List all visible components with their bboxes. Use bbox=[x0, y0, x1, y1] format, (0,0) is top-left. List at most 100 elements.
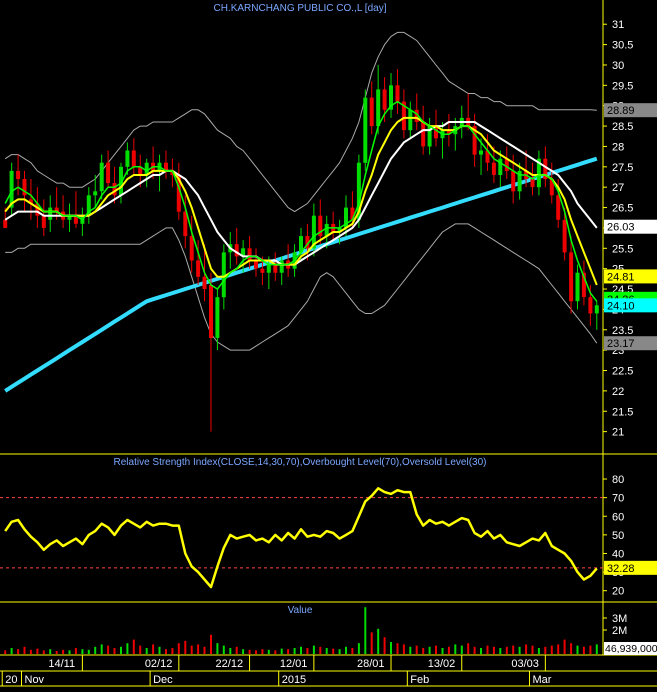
value-bar[interactable] bbox=[306, 648, 309, 654]
candle-body[interactable] bbox=[164, 162, 168, 171]
value-bar[interactable] bbox=[383, 637, 386, 654]
value-bar[interactable] bbox=[486, 645, 489, 654]
value-bar[interactable] bbox=[235, 646, 238, 654]
candle-body[interactable] bbox=[408, 109, 413, 131]
value-bar[interactable] bbox=[473, 646, 476, 654]
value-bar[interactable] bbox=[351, 648, 354, 654]
value-bar[interactable] bbox=[415, 645, 418, 654]
candle-body[interactable] bbox=[556, 195, 561, 220]
value-bar[interactable] bbox=[165, 649, 167, 654]
value-bar[interactable] bbox=[441, 648, 444, 654]
value-bar[interactable] bbox=[10, 648, 13, 654]
value-bar[interactable] bbox=[447, 646, 450, 654]
candle-body[interactable] bbox=[260, 268, 265, 273]
candle-body[interactable] bbox=[318, 215, 323, 237]
value-bar[interactable] bbox=[332, 648, 335, 654]
candle-body[interactable] bbox=[73, 215, 78, 224]
value-bar[interactable] bbox=[499, 648, 502, 654]
value-bar[interactable] bbox=[42, 650, 45, 654]
rsi-panel[interactable]: 2030405060708032.28 bbox=[0, 474, 657, 598]
value-bar[interactable] bbox=[357, 643, 360, 654]
value-bar[interactable] bbox=[62, 649, 65, 654]
value-bar[interactable] bbox=[274, 650, 277, 654]
candle-body[interactable] bbox=[536, 158, 541, 188]
value-bar[interactable] bbox=[589, 645, 592, 654]
value-bar[interactable] bbox=[402, 644, 405, 654]
value-bar[interactable] bbox=[280, 648, 283, 654]
candle-body[interactable] bbox=[504, 158, 509, 171]
value-bar[interactable] bbox=[595, 644, 598, 654]
value-bar[interactable] bbox=[222, 645, 225, 654]
value-bar[interactable] bbox=[216, 643, 219, 654]
candle-body[interactable] bbox=[517, 170, 522, 192]
candle-body[interactable] bbox=[575, 272, 580, 302]
candle-body[interactable] bbox=[3, 219, 8, 228]
value-bar[interactable] bbox=[435, 645, 437, 654]
value-bar[interactable] bbox=[570, 643, 573, 654]
value-bar[interactable] bbox=[557, 644, 560, 654]
candle-body[interactable] bbox=[41, 215, 46, 228]
value-bar[interactable] bbox=[492, 646, 495, 654]
value-bar[interactable] bbox=[242, 649, 245, 654]
value-bar[interactable] bbox=[454, 644, 457, 654]
value-bar[interactable] bbox=[29, 649, 32, 654]
candle-body[interactable] bbox=[311, 215, 316, 249]
value-bar[interactable] bbox=[74, 648, 77, 654]
candle-body[interactable] bbox=[86, 195, 91, 216]
price-panel[interactable]: 2121.52222.52323.52424.52525.52626.52727… bbox=[3, 19, 657, 439]
value-bar[interactable] bbox=[87, 649, 90, 654]
candle-body[interactable] bbox=[189, 236, 194, 261]
candle-body[interactable] bbox=[279, 260, 284, 273]
value-bar[interactable] bbox=[17, 649, 20, 654]
value-bar[interactable] bbox=[531, 645, 534, 654]
value-bar[interactable] bbox=[267, 649, 270, 654]
candle-body[interactable] bbox=[99, 162, 104, 192]
candle-body[interactable] bbox=[569, 252, 574, 302]
candle-body[interactable] bbox=[369, 97, 374, 127]
candle-body[interactable] bbox=[119, 166, 123, 196]
candle-body[interactable] bbox=[588, 297, 593, 314]
value-bar[interactable] bbox=[100, 644, 103, 654]
candle-body[interactable] bbox=[414, 109, 419, 122]
candle-body[interactable] bbox=[221, 252, 226, 298]
value-bar[interactable] bbox=[550, 645, 553, 654]
candle-body[interactable] bbox=[209, 285, 213, 338]
candle-body[interactable] bbox=[299, 236, 303, 253]
candle-body[interactable] bbox=[144, 162, 149, 175]
value-bar[interactable] bbox=[177, 643, 180, 654]
candle-body[interactable] bbox=[138, 166, 143, 175]
value-bar[interactable] bbox=[319, 646, 322, 654]
candle-body[interactable] bbox=[491, 162, 496, 175]
value-bar[interactable] bbox=[512, 645, 515, 654]
value-bar[interactable] bbox=[126, 643, 129, 654]
value-bar[interactable] bbox=[197, 644, 200, 654]
value-bar[interactable] bbox=[390, 642, 392, 654]
candle-body[interactable] bbox=[446, 130, 451, 135]
value-bar[interactable] bbox=[544, 646, 547, 654]
candle-body[interactable] bbox=[472, 126, 477, 155]
value-bar[interactable] bbox=[4, 650, 7, 654]
value-bar[interactable] bbox=[428, 646, 431, 654]
candle-body[interactable] bbox=[202, 276, 207, 289]
candle-body[interactable] bbox=[54, 207, 59, 212]
value-bar[interactable] bbox=[300, 646, 302, 654]
candle-body[interactable] bbox=[254, 260, 258, 269]
value-bar[interactable] bbox=[325, 648, 328, 654]
value-bar[interactable] bbox=[255, 650, 257, 654]
value-bar[interactable] bbox=[312, 645, 315, 654]
value-bar[interactable] bbox=[287, 649, 290, 654]
value-bar[interactable] bbox=[338, 649, 341, 654]
candle-body[interactable] bbox=[401, 101, 406, 131]
value-bar[interactable] bbox=[293, 648, 296, 654]
candle-body[interactable] bbox=[35, 203, 40, 216]
value-bar[interactable] bbox=[158, 646, 161, 654]
candle-body[interactable] bbox=[594, 305, 599, 314]
candle-body[interactable] bbox=[48, 207, 53, 220]
value-bar[interactable] bbox=[582, 646, 585, 654]
candle-body[interactable] bbox=[389, 85, 393, 110]
value-bar[interactable] bbox=[480, 648, 482, 654]
candle-body[interactable] bbox=[125, 150, 130, 167]
value-bar[interactable] bbox=[55, 651, 58, 654]
value-bar[interactable] bbox=[345, 646, 347, 654]
candle-body[interactable] bbox=[434, 126, 438, 139]
